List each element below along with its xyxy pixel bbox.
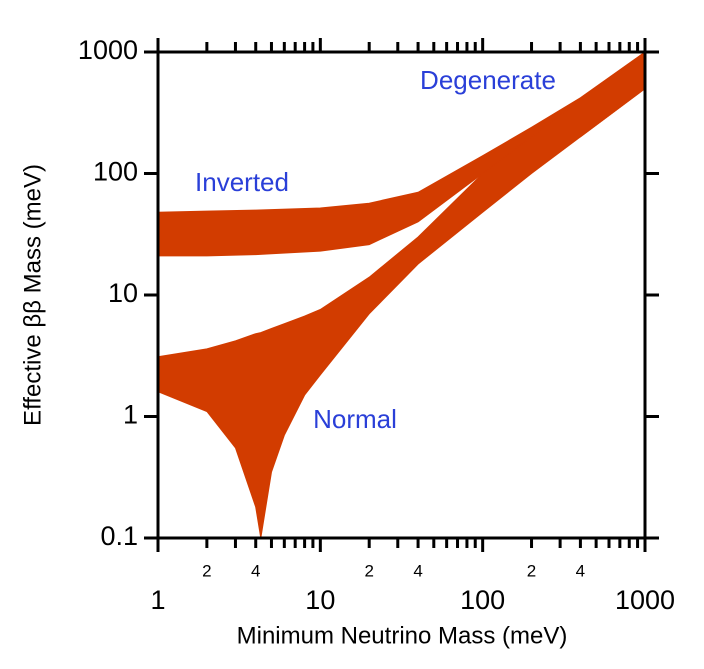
y-tick-label: 1000 [78,35,138,65]
series-label: Inverted [195,167,289,197]
annotation: Degenerate [420,65,556,95]
x-axis-title: Minimum Neutrino Mass (meV) [237,622,568,649]
series-label: Normal [313,404,397,434]
x-minor-label: 4 [251,561,260,580]
y-tick-label: 0.1 [100,521,138,551]
x-minor-label: 4 [413,561,422,580]
x-tick-label: 10 [305,585,335,615]
x-tick-label: 1 [150,585,165,615]
x-tick-label: 100 [460,585,505,615]
y-tick-label: 10 [108,278,138,308]
y-tick-label: 1 [123,400,138,430]
x-minor-label: 2 [364,561,373,580]
x-minor-label: 2 [202,561,211,580]
x-minor-label: 2 [527,561,536,580]
band [157,51,646,539]
y-axis-title: Effective ββ Mass (meV) [19,164,46,426]
x-tick-label: 1000 [615,585,675,615]
x-minor-label: 4 [576,561,585,580]
y-tick-label: 100 [93,157,138,187]
band [157,51,646,257]
